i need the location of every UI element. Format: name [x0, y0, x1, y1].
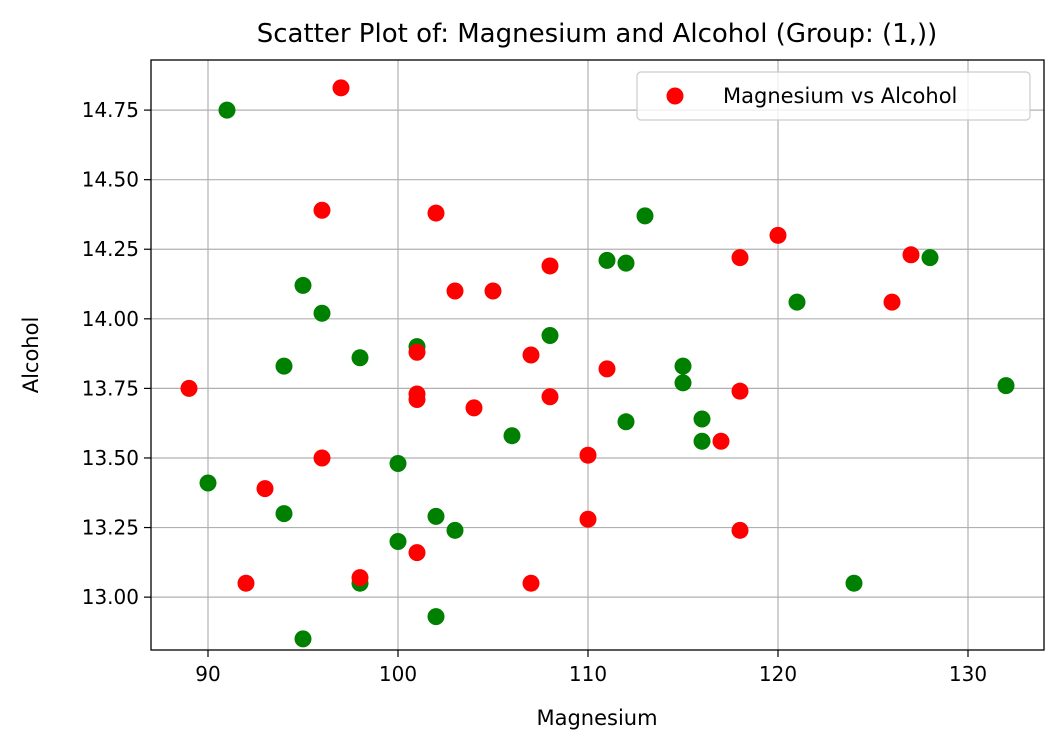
scatter-point [408, 544, 426, 562]
legend-box [636, 71, 1031, 121]
legend-marker [666, 87, 684, 105]
x-axis-label: Magnesium [536, 706, 657, 730]
y-axis-label: Alcohol [19, 317, 43, 394]
x-tick-label: 100 [379, 662, 417, 686]
scatter-point [351, 349, 369, 367]
scatter-point [522, 574, 540, 592]
scatter-point [541, 388, 559, 406]
scatter-point [921, 249, 939, 267]
scatter-point [237, 574, 255, 592]
scatter-point [598, 251, 616, 269]
scatter-point [693, 410, 711, 428]
data-points [180, 79, 1015, 648]
scatter-point [465, 399, 483, 417]
x-tick-label: 120 [759, 662, 797, 686]
scatter-point [484, 282, 502, 300]
y-tick-label: 13.00 [82, 585, 139, 609]
scatter-point [997, 377, 1015, 395]
scatter-point [256, 480, 274, 498]
grid-lines [151, 60, 1044, 650]
scatter-point [598, 360, 616, 378]
scatter-point [427, 204, 445, 222]
legend: Magnesium vs Alcohol [636, 71, 1031, 121]
scatter-point [199, 474, 217, 492]
scatter-point [883, 293, 901, 311]
scatter-point [408, 343, 426, 361]
scatter-point [617, 413, 635, 431]
scatter-point [902, 246, 920, 264]
y-tick-label: 13.75 [82, 376, 139, 400]
y-tick-label: 14.25 [82, 237, 139, 261]
scatter-point [313, 449, 331, 467]
scatter-point [313, 201, 331, 219]
scatter-point [389, 532, 407, 550]
x-tick-label: 110 [569, 662, 607, 686]
y-tick-label: 14.50 [82, 168, 139, 192]
scatter-point [845, 574, 863, 592]
scatter-point [351, 569, 369, 587]
scatter-point [313, 304, 331, 322]
y-tick-label: 14.00 [82, 307, 139, 331]
scatter-point [579, 446, 597, 464]
scatter-point [275, 357, 293, 375]
scatter-point [294, 630, 312, 648]
scatter-point [427, 608, 445, 626]
scatter-point [769, 226, 787, 244]
scatter-point [541, 257, 559, 275]
scatter-point [636, 207, 654, 225]
scatter-point [731, 249, 749, 267]
scatter-point [446, 521, 464, 539]
x-tick-label: 90 [195, 662, 220, 686]
scatter-point [408, 391, 426, 409]
legend-label: Magnesium vs Alcohol [723, 84, 957, 108]
y-tick-label: 14.75 [82, 98, 139, 122]
chart-title: Scatter Plot of: Magnesium and Alcohol (… [257, 19, 938, 49]
scatter-point [522, 346, 540, 364]
scatter-point [389, 455, 407, 473]
scatter-point [731, 382, 749, 400]
scatter-point [294, 276, 312, 294]
scatter-point [788, 293, 806, 311]
plot-frame [150, 59, 1045, 651]
y-tick-label: 13.50 [82, 446, 139, 470]
scatter-point [617, 254, 635, 272]
scatter-point [541, 327, 559, 345]
scatter-point [446, 282, 464, 300]
scatter-point [180, 379, 198, 397]
scatter-point [503, 427, 521, 445]
x-tick-label: 130 [949, 662, 987, 686]
scatter-point [731, 521, 749, 539]
y-tick-label: 13.25 [82, 516, 139, 540]
scatter-point [218, 101, 236, 119]
scatter-point [579, 510, 597, 528]
scatter-point [693, 432, 711, 450]
scatter-point [674, 357, 692, 375]
scatter-point [332, 79, 350, 97]
axis-ticks: 90 100 110 120 130 13.00 13.25 13.50 13.75 14.00 1… [82, 98, 987, 686]
scatter-point [427, 507, 445, 525]
scatter-point [712, 432, 730, 450]
scatter-point [674, 374, 692, 392]
scatter-point [275, 505, 293, 523]
